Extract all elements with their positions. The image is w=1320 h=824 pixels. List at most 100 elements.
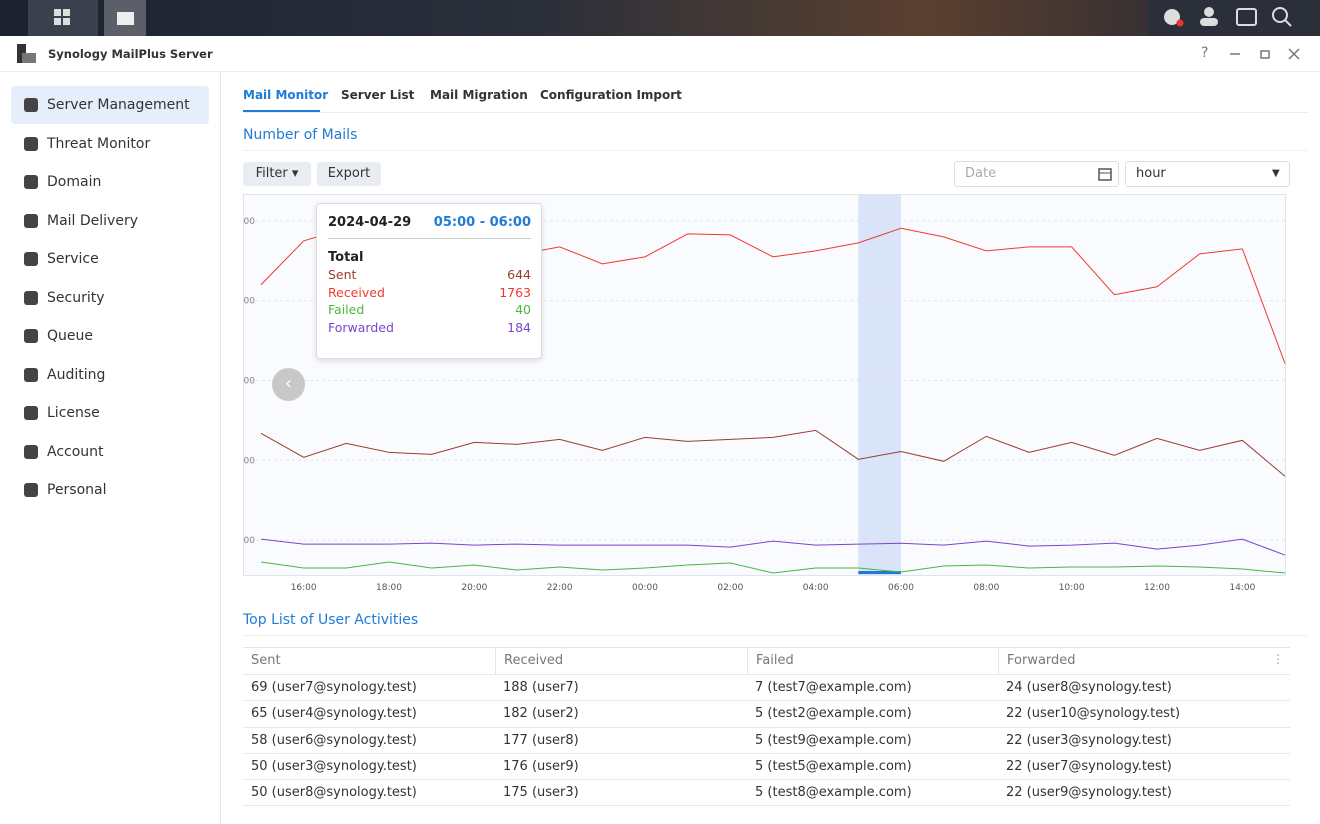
y-tick-label: 1400 (243, 297, 255, 307)
user-icon[interactable] (1204, 7, 1214, 17)
tab[interactable]: Mail Monitor (243, 88, 329, 102)
help-button[interactable]: ? (1201, 45, 1209, 61)
interval-select[interactable]: hour ▼ (1125, 161, 1290, 187)
sidebar-icon (24, 444, 38, 459)
restore[interactable] (1260, 50, 1270, 59)
table-cell: 5 (test9@example.com) (755, 732, 912, 748)
sidebar-item[interactable]: Mail Delivery (47, 212, 138, 229)
table-cell: 5 (test8@example.com) (755, 785, 912, 801)
sidebar-item[interactable]: License (47, 405, 100, 421)
x-tick-label: 14:00 (1229, 583, 1255, 593)
sidebar: Server Management Threat Monitor Domain Mai… (0, 72, 221, 824)
hover-band (858, 195, 901, 575)
table-cell: 5 (test2@example.com) (755, 706, 912, 722)
row-divider (243, 726, 1290, 728)
filter-label: Filter (255, 166, 288, 181)
sidebar-item[interactable]: Threat Monitor (47, 135, 151, 152)
chat-icon[interactable] (1164, 9, 1180, 25)
sidebar-icon (24, 98, 38, 112)
badge (1176, 19, 1184, 27)
interval-value: hour (1136, 166, 1166, 181)
table-cell: 69 (user7@synology.test) (251, 680, 417, 695)
search-icon[interactable] (1272, 7, 1288, 23)
sidebar-item[interactable]: Security (47, 289, 105, 306)
tooltip-series-value: 184 (507, 319, 531, 335)
sidebar-item[interactable]: Server Management (11, 86, 209, 124)
table-cell: 176 (user9) (503, 758, 579, 774)
date-placeholder: Date (965, 166, 997, 181)
export-button[interactable]: Export (317, 162, 381, 186)
tab[interactable]: Server List (341, 88, 415, 102)
section-divider (243, 635, 1308, 636)
user-icon-body (1200, 18, 1218, 26)
y-tick-label: 200 (243, 536, 255, 546)
row-divider (243, 674, 1290, 675)
column-menu[interactable]: ⋮ (1272, 652, 1284, 666)
x-tick-label: 12:00 (1144, 583, 1170, 593)
table-cell: 65 (user4@synology.test) (251, 706, 417, 722)
date-input[interactable]: Date (954, 161, 1119, 187)
column-header[interactable]: Sent (251, 653, 281, 668)
tooltip-series-name: Received (328, 284, 385, 300)
table-cell: 175 (user3) (503, 785, 579, 801)
sidebar-item[interactable]: Domain (47, 174, 102, 190)
x-tick-label: 20:00 (461, 583, 487, 593)
table-cell: 177 (user8) (503, 732, 579, 748)
column-header[interactable]: Received (495, 648, 747, 674)
filter-button[interactable]: Filter ▾ (243, 162, 311, 186)
sidebar-item[interactable]: Service (47, 251, 99, 267)
table-cell: 7 (test7@example.com) (755, 680, 912, 695)
row-divider (243, 779, 1290, 781)
sidebar-icon (24, 290, 38, 305)
window-title: Synology MailPlus Server (48, 47, 213, 61)
tab-divider (243, 112, 1308, 113)
x-tick-label: 02:00 (717, 583, 743, 593)
column-header[interactable]: Failed (747, 648, 998, 674)
table-cell: 50 (user3@synology.test) (251, 758, 417, 774)
x-tick-label: 06:00 (888, 583, 914, 593)
y-tick-label: 1800 (243, 217, 255, 227)
window-controls (1230, 48, 1300, 60)
x-tick-label: 08:00 (973, 583, 999, 593)
tooltip-series-name: Forwarded (328, 319, 394, 335)
row-divider (243, 752, 1290, 754)
tab[interactable]: Configuration Import (540, 88, 682, 102)
tooltip-series-value: 644 (507, 267, 531, 282)
hover-marker (858, 571, 901, 574)
section-title: Number of Mails (243, 127, 358, 143)
calendar-icon (1098, 168, 1112, 181)
close[interactable] (1288, 48, 1300, 60)
y-tick-label: 600 (243, 456, 255, 466)
tooltip-divider (328, 238, 531, 239)
table-cell: 22 (user3@synology.test) (1006, 732, 1172, 748)
taskbar (0, 0, 1320, 36)
sidebar-icon (24, 252, 38, 266)
activity-table: Sent Received Failed Forwarded ⋮ 69 (user7@sy… (243, 647, 1290, 806)
sidebar-icon (24, 406, 38, 420)
sidebar-item[interactable]: Personal (47, 482, 107, 498)
sidebar-icon (24, 329, 38, 343)
x-tick-label: 22:00 (547, 583, 573, 593)
table-cell: 5 (test5@example.com) (755, 758, 912, 774)
sidebar-item[interactable]: Account (47, 443, 104, 460)
line-series (260, 538, 1286, 556)
tooltip-total: Total (328, 250, 364, 265)
tab[interactable]: Mail Migration (430, 88, 528, 102)
table-cell: 58 (user6@synology.test) (251, 732, 417, 748)
tooltip-range: 05:00 - 06:00 (433, 215, 531, 230)
x-tick-label: 18:00 (376, 583, 402, 593)
tooltip: 2024-04-29 05:00 - 06:00 Total Sent 644 Re… (316, 203, 542, 359)
sidebar-item[interactable]: Queue (47, 328, 93, 344)
x-tick-label: 04:00 (803, 583, 829, 593)
row-divider (243, 805, 1290, 806)
column-header[interactable]: Forwarded (998, 648, 1290, 674)
widget-icon[interactable] (1236, 8, 1257, 26)
tooltip-series-name: Sent (328, 267, 357, 282)
sidebar-item[interactable]: Auditing (47, 366, 106, 383)
line-series (260, 429, 1286, 477)
sidebar-icon (24, 136, 38, 151)
line-series (260, 561, 1286, 574)
prev-button[interactable]: ‹ (272, 368, 305, 401)
tooltip-series-value: 40 (515, 302, 531, 317)
sidebar-icon (24, 213, 38, 228)
